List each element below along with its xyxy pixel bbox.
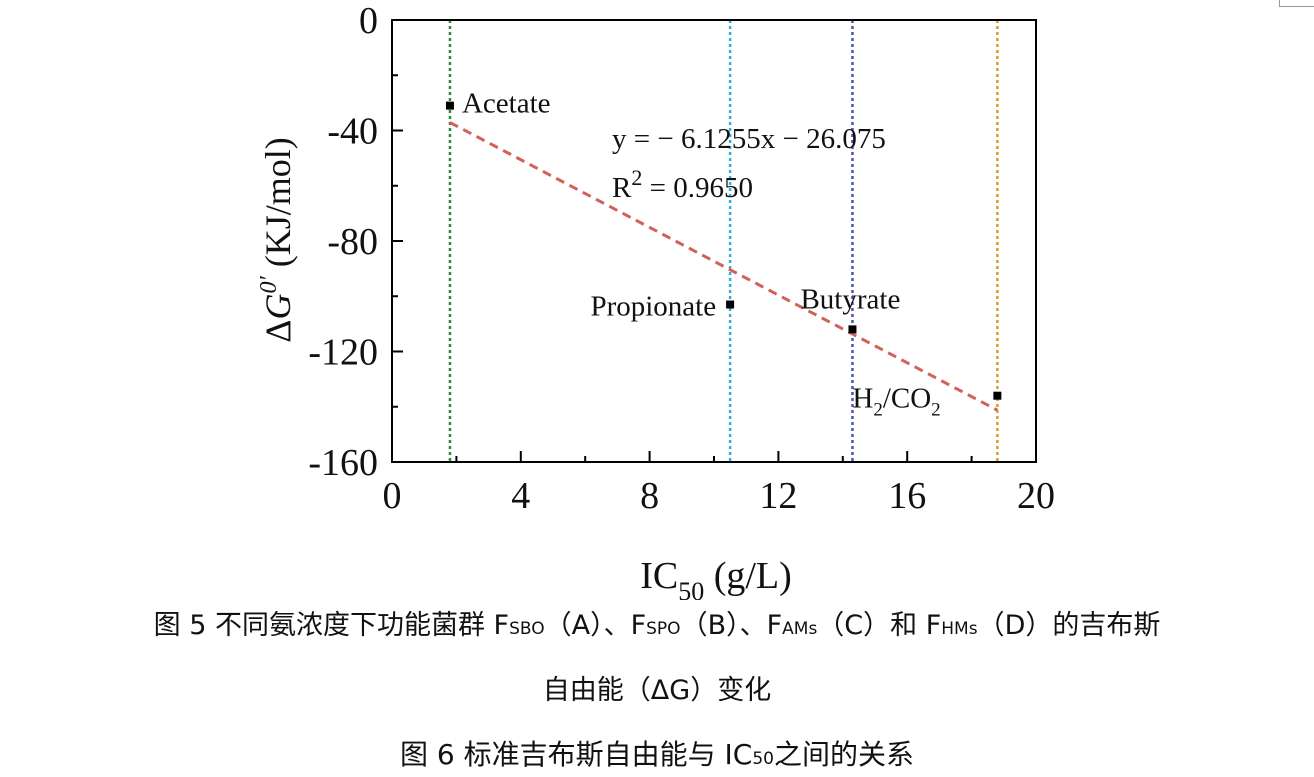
x-tick-label: 16 (888, 475, 926, 517)
y-tick-label: -40 (327, 111, 378, 153)
tick-labels: 0 4 8 12 16 20 0 -40 -80 -120 -160 (308, 0, 1055, 517)
y-tick-label: 0 (359, 0, 378, 42)
x-tick-label: 20 (1017, 475, 1055, 517)
y-tick-label: -120 (308, 332, 378, 374)
point-label: Acetate (462, 88, 551, 120)
y-tick-label: -160 (308, 442, 378, 484)
plot-frame (391, 19, 1037, 463)
fit-line (449, 121, 999, 412)
x-tick-label: 12 (759, 475, 797, 517)
data-point (445, 101, 454, 110)
x-tick-label: 8 (640, 475, 659, 517)
x-tick-label: 4 (511, 475, 530, 517)
data-points: Acetate Propionate Butyrate H2/CO2 (445, 88, 1002, 421)
point-label: H2/CO2 (852, 383, 940, 421)
axis-ticks (391, 19, 1037, 463)
fit-line-group (449, 121, 999, 412)
vertical-reference-lines (448, 20, 999, 462)
x-tick-label: 0 (383, 475, 402, 517)
point-label: Butyrate (800, 283, 900, 315)
data-point (993, 391, 1002, 400)
chart: 0 4 8 12 16 20 0 -40 -80 -120 -160 Acetate Propiona… (256, 0, 1055, 600)
data-point (848, 325, 857, 334)
r-squared: R2 = 0.9650 (612, 165, 753, 204)
figure-6-caption: 图 6 标准吉布斯自由能与 IC50之间的关系 (400, 738, 914, 771)
y-tick-label: -80 (327, 221, 378, 263)
x-axis-label: IC50 (g/L) (640, 555, 792, 600)
figure-5-caption-line-2: 自由能（ΔG）变化 (542, 675, 772, 706)
figure-5-caption-line-1: 图 5 不同氨浓度下功能菌群 FSBO（A）、FSPO（B）、FAMs（C）和 … (153, 610, 1161, 641)
y-axis-label: ΔG0′ (KJ/mol) (256, 137, 298, 342)
point-label: Propionate (590, 291, 716, 323)
data-point (726, 300, 735, 309)
corner-tab (1279, 0, 1314, 7)
fit-equation: y = − 6.1255x − 26.075 (612, 123, 886, 155)
